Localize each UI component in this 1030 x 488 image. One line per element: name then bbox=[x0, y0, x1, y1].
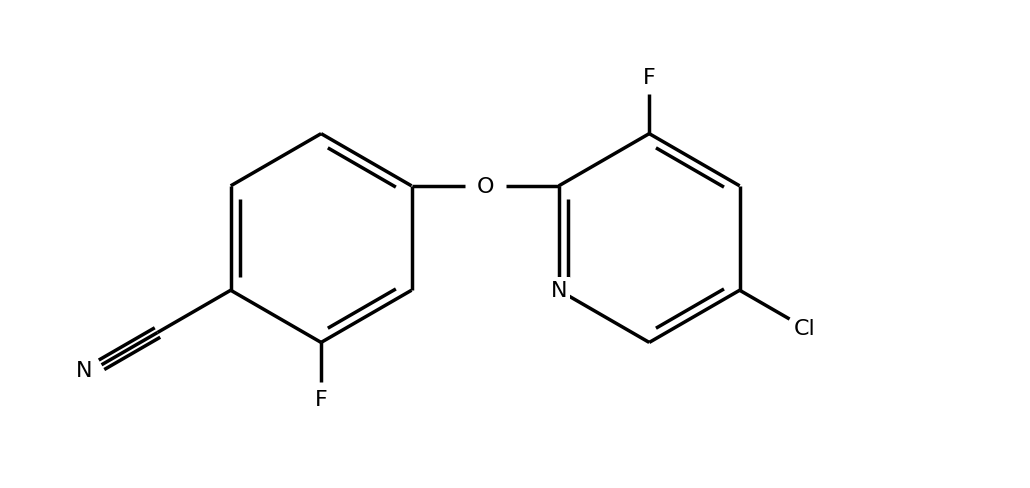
Text: O: O bbox=[477, 177, 494, 197]
Text: F: F bbox=[315, 389, 328, 409]
Text: N: N bbox=[551, 281, 568, 301]
Text: Cl: Cl bbox=[794, 318, 816, 338]
Text: F: F bbox=[643, 68, 656, 88]
Text: N: N bbox=[75, 360, 92, 380]
